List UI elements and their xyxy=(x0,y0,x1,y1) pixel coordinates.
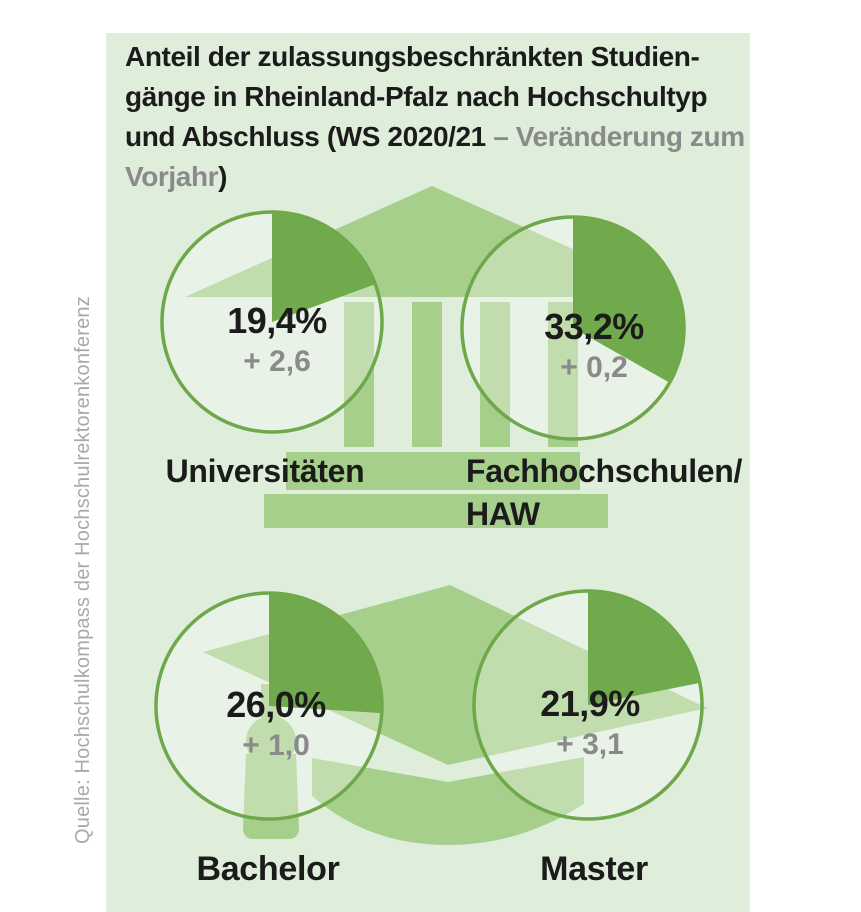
pie-value: 19,4% xyxy=(227,300,327,341)
pie-fachhochschulen xyxy=(460,215,686,441)
pie-slice xyxy=(269,593,383,714)
pie-bachelor xyxy=(154,591,384,821)
university-building-icon xyxy=(185,186,680,528)
pie-slice xyxy=(588,591,700,705)
pie-value: 33,2% xyxy=(544,306,644,347)
cap-body xyxy=(312,757,584,845)
pie-master xyxy=(472,589,704,821)
pie-category-label-line2: HAW xyxy=(466,496,540,532)
pie-category-label: Fachhochschulen/ HAW xyxy=(466,450,742,536)
title-line-3-gray: – Veränderung zum xyxy=(493,121,745,152)
pie-category-label-line1: Fachhochschulen/ xyxy=(466,453,743,489)
pie-category-label: Master xyxy=(540,850,648,888)
pie-value: 26,0% xyxy=(226,684,326,725)
pie-delta: + 0,2 xyxy=(560,351,628,384)
pie-delta: + 2,6 xyxy=(243,345,311,378)
pie-delta: + 1,0 xyxy=(242,729,310,762)
building-step xyxy=(286,452,580,490)
cap-tassel-knot xyxy=(246,716,296,766)
source-note: Quelle: Hochschulkompass der Hochschulre… xyxy=(72,296,94,844)
title-line-1: Anteil der zulassungsbeschränkten Studie… xyxy=(125,41,700,72)
pie-slice xyxy=(272,211,376,322)
building-step xyxy=(264,494,608,528)
building-column xyxy=(480,302,510,447)
chart-title: Anteil der zulassungsbeschränkten Studie… xyxy=(125,37,745,197)
building-column xyxy=(412,302,442,447)
pie-category-label: Universitäten xyxy=(165,453,365,489)
pie-category-label: Bachelor xyxy=(196,850,340,888)
pie-slice xyxy=(573,217,685,383)
title-line-2: gänge in Rheinland-Pfalz nach Hochschult… xyxy=(125,81,708,112)
pie-universitaeten xyxy=(160,210,384,434)
pie-value: 21,9% xyxy=(540,683,640,724)
title-line-4-black: ) xyxy=(218,161,228,192)
title-line-4-gray: Vorjahr xyxy=(125,161,219,192)
title-line-3-black: und Abschluss (WS 2020/21 xyxy=(125,121,494,152)
pie-delta: + 3,1 xyxy=(556,728,624,761)
